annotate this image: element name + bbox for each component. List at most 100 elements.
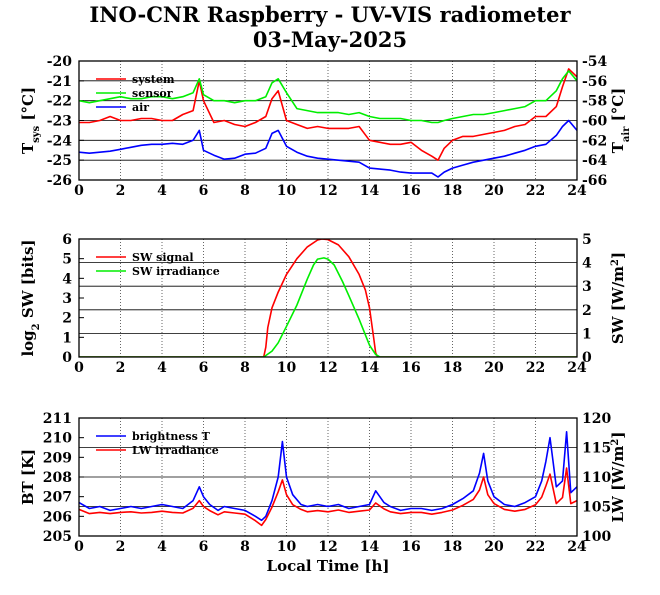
y2-tick-label: 105	[582, 500, 611, 516]
panel-longwave: 0 2 4 6 8 10 12 14 16 18 20 22 241001051101151202052…	[19, 411, 627, 575]
series-line-lw-irradiance	[79, 467, 577, 527]
x-tick-label: 4	[157, 183, 167, 199]
x-tick-label: 10	[277, 183, 297, 199]
x-tick-label: 22	[526, 360, 545, 376]
x-tick-label: 24	[567, 539, 587, 555]
x-tick-label: 14	[360, 183, 380, 199]
x-tick-label: 6	[199, 183, 209, 199]
x-tick-label: 0	[74, 360, 84, 376]
y-tick-label: 205	[43, 529, 72, 545]
x-tick-label: 6	[199, 360, 209, 376]
x-tick-label: 8	[240, 360, 250, 376]
legend-label: air	[132, 101, 149, 114]
y2-tick-label: -66	[582, 173, 607, 189]
series-line-sensor	[79, 70, 577, 124]
series-line-brightness-t	[79, 430, 577, 522]
plot-frame	[78, 417, 578, 537]
y-tick-label: -24	[47, 133, 73, 149]
x-tick-label: 2	[116, 360, 126, 376]
x-tick-label: 22	[526, 539, 545, 555]
y-tick-label: 209	[43, 450, 72, 466]
y-tick-label: 206	[43, 509, 72, 525]
y2-tick-label: -54	[582, 54, 608, 70]
x-tick-label: 0	[74, 539, 84, 555]
y2-tick-label: 115	[582, 441, 611, 457]
plot-frame	[78, 60, 578, 181]
legend-label: sensor	[132, 87, 173, 100]
x-tick-label: 16	[401, 183, 420, 199]
y2-axis-label: SW [W/m2]	[609, 252, 627, 344]
y2-tick-label: 3	[582, 279, 592, 295]
series-line-system	[79, 68, 577, 161]
y2-tick-label: -62	[582, 133, 607, 149]
y2-axis-label: LW [W/m2]	[609, 432, 627, 523]
x-tick-label: 24	[567, 360, 587, 376]
y2-tick-label: -64	[582, 153, 608, 169]
y-tick-label: 6	[62, 232, 72, 248]
legend-label: brightness T	[132, 430, 211, 443]
x-tick-label: 18	[443, 183, 462, 199]
x-tick-label: 6	[199, 539, 209, 555]
x-tick-label: 4	[157, 539, 167, 555]
y2-tick-label: 110	[582, 470, 611, 486]
y-tick-label: -23	[47, 114, 72, 130]
y2-tick-label: 4	[582, 256, 592, 272]
x-tick-label: 0	[74, 183, 84, 199]
legend-label: SW irradiance	[132, 265, 220, 278]
x-tick-label: 12	[318, 360, 337, 376]
legend-label: LW irradiance	[132, 444, 219, 457]
y-tick-label: 207	[43, 490, 72, 506]
y-tick-label: 3	[62, 291, 72, 307]
x-tick-label: 12	[318, 539, 337, 555]
chart-subtitle: 03-May-2025	[253, 27, 407, 52]
x-tick-label: 8	[240, 539, 250, 555]
y-tick-label: -21	[47, 74, 72, 90]
x-tick-label: 18	[443, 360, 462, 376]
plot-frame	[78, 238, 578, 358]
x-tick-label: 20	[484, 360, 504, 376]
y-tick-label: 0	[62, 350, 72, 366]
y2-tick-label: -58	[582, 94, 607, 110]
x-tick-label: 10	[277, 539, 297, 555]
x-tick-label: 20	[484, 183, 504, 199]
y-tick-label: -25	[47, 153, 72, 169]
x-tick-label: 16	[401, 539, 420, 555]
x-tick-label: 4	[157, 360, 167, 376]
y-tick-label: 211	[43, 411, 72, 427]
x-tick-label: 14	[360, 360, 380, 376]
y-tick-label: 2	[62, 311, 72, 327]
y-tick-label: -22	[47, 94, 72, 110]
legend-label: system	[132, 73, 175, 86]
panels: 0 2 4 6 8 10 12 14 16 18 20 22 24-66-64-62-60-58-56-…	[19, 54, 632, 575]
x-axis-label: Local Time [h]	[267, 557, 390, 575]
x-tick-label: 16	[401, 360, 420, 376]
x-tick-label: 20	[484, 539, 504, 555]
y2-tick-label: -60	[582, 114, 608, 130]
x-tick-label: 8	[240, 183, 250, 199]
series-line-sw-irradiance	[79, 257, 577, 357]
x-tick-label: 2	[116, 539, 126, 555]
y-tick-label: -26	[47, 173, 72, 189]
legend-label: SW signal	[132, 251, 194, 264]
y2-tick-label: 1	[582, 326, 592, 342]
y2-tick-label: 100	[582, 529, 611, 545]
y-tick-label: 1	[62, 330, 72, 346]
x-tick-label: 24	[567, 183, 587, 199]
chart-title: INO-CNR Raspberry - UV-VIS radiometer	[89, 2, 571, 27]
y2-tick-label: 5	[582, 232, 592, 248]
y-axis-label: Tsys [°C]	[19, 87, 42, 154]
series-line-sw-signal	[79, 239, 577, 357]
x-tick-label: 14	[360, 539, 380, 555]
panel-temperature: 0 2 4 6 8 10 12 14 16 18 20 22 24-66-64-62-60-58-56-…	[19, 54, 632, 199]
y-tick-label: -20	[47, 54, 73, 70]
y-tick-label: 4	[62, 271, 72, 287]
y-axis-label: log2 SW [bits]	[19, 239, 42, 356]
x-tick-label: 10	[277, 360, 297, 376]
y2-axis-label: Tair [°C]	[609, 88, 632, 154]
y-axis-label: BT [K]	[19, 449, 37, 505]
y-tick-label: 208	[43, 470, 72, 486]
series-line-air	[79, 119, 577, 178]
y2-tick-label: 120	[582, 411, 611, 427]
